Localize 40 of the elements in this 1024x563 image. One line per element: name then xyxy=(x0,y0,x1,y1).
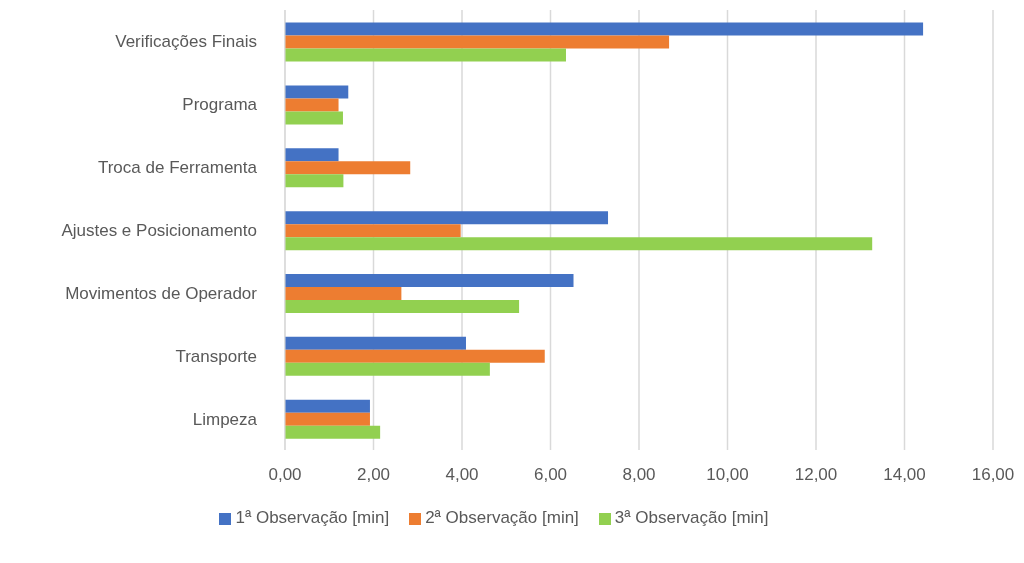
y-tick-label: Limpeza xyxy=(192,409,258,429)
x-tick-label: 8,00 xyxy=(622,465,656,485)
legend-label: 1ª Observação [min] xyxy=(235,508,390,527)
bar xyxy=(285,274,574,287)
x-tick-label: 16,00 xyxy=(971,465,1015,485)
bar xyxy=(285,425,381,439)
x-tick-label: 0,00 xyxy=(268,465,302,485)
x-tick-label: 4,00 xyxy=(445,465,479,485)
bar xyxy=(285,35,670,49)
bar xyxy=(285,399,370,413)
bar xyxy=(285,336,466,350)
bar xyxy=(285,48,566,62)
y-tick-label: Movimentos de Operador xyxy=(65,283,258,303)
bar xyxy=(285,237,873,251)
bar xyxy=(285,161,411,175)
bar xyxy=(285,111,343,125)
legend-label: 3ª Observação [min] xyxy=(614,508,769,527)
bar xyxy=(285,85,349,99)
bar xyxy=(285,211,609,225)
x-tick-label: 6,00 xyxy=(533,465,568,485)
y-tick-label: Transporte xyxy=(175,346,257,366)
y-tick-label: Programa xyxy=(182,95,258,115)
bar xyxy=(285,287,402,300)
bar xyxy=(285,22,924,36)
x-tick-label: 12,00 xyxy=(794,465,838,485)
y-tick-label: Troca de Ferramenta xyxy=(97,158,258,178)
x-tick-label: 10,00 xyxy=(706,465,749,485)
bar xyxy=(285,174,344,188)
bar xyxy=(285,148,339,162)
legend-label: 2ª Observação [min] xyxy=(425,508,579,527)
bar xyxy=(285,349,545,363)
x-tick-label: 2,00 xyxy=(356,465,391,485)
y-tick-label: Ajustes e Posicionamento xyxy=(61,221,257,241)
bar xyxy=(285,224,461,238)
bar xyxy=(285,412,370,426)
bar xyxy=(285,98,339,112)
bar xyxy=(285,362,490,376)
y-tick-label: Verificações Finais xyxy=(115,32,257,52)
x-tick-label: 14,00 xyxy=(883,465,926,485)
bar xyxy=(285,300,520,313)
